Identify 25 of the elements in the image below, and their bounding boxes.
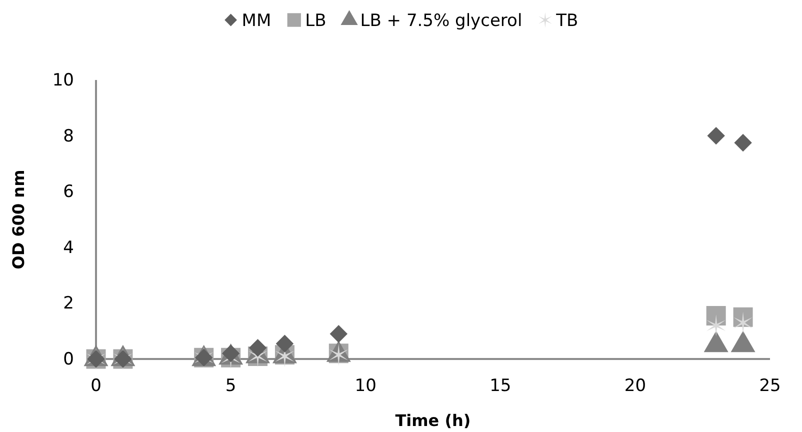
y-axis-title: OD 600 nm — [9, 170, 28, 270]
point — [734, 312, 753, 334]
x-tick-label: 5 — [225, 376, 236, 396]
y-tick-label: 8 — [63, 126, 74, 146]
point — [706, 314, 726, 337]
y-tick-label: 0 — [63, 349, 74, 370]
point — [706, 306, 726, 326]
x-axis-title: Time (h) — [395, 411, 471, 430]
point — [707, 126, 725, 145]
legend-label: LB + 7.5% glycerol — [360, 11, 522, 31]
legend-label: TB — [555, 11, 578, 31]
legend-label: LB — [305, 11, 326, 31]
y-tick-label: 6 — [63, 182, 74, 202]
x-tick-label: 15 — [490, 376, 512, 396]
y-tick-label: 10 — [52, 70, 74, 90]
point — [734, 134, 752, 152]
point — [248, 338, 267, 357]
legend-label: MM — [242, 11, 272, 31]
point — [330, 325, 348, 343]
x-tick-label: 20 — [624, 376, 646, 396]
y-tick-label: 2 — [63, 294, 74, 314]
y-tick-label: 4 — [63, 238, 74, 258]
x-tick-label: 10 — [354, 376, 376, 396]
x-tick-label: 0 — [90, 376, 102, 396]
x-tick-label: 25 — [759, 376, 781, 396]
